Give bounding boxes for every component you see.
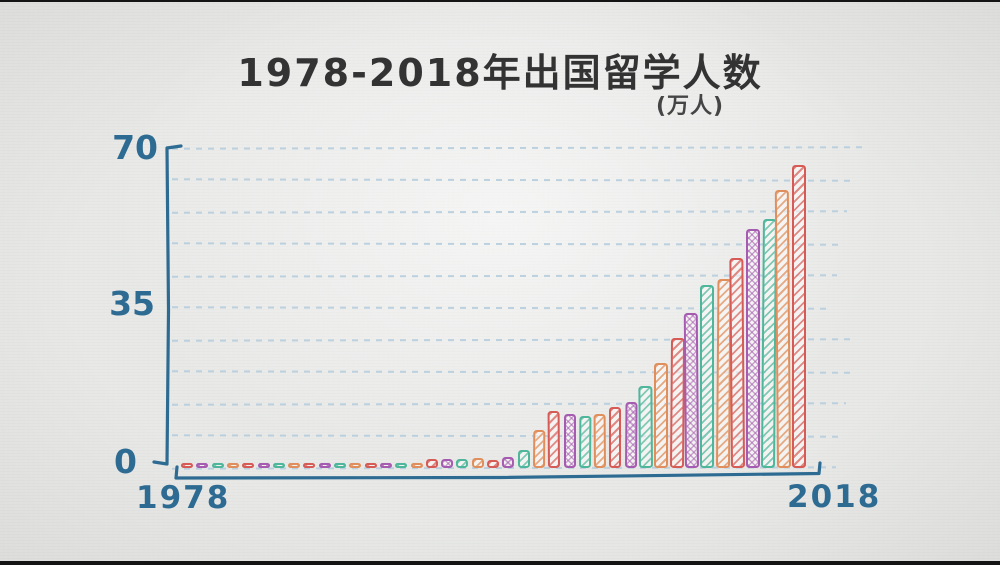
bar-2009 xyxy=(654,363,669,468)
bar-1987 xyxy=(318,462,331,469)
bar-2011 xyxy=(683,312,699,469)
bar-2005 xyxy=(593,413,607,469)
x-axis-tick-2018: 2018 xyxy=(787,479,882,515)
bar-1993 xyxy=(410,462,423,469)
bar-1997 xyxy=(471,457,484,468)
bar-1992 xyxy=(395,462,408,469)
y-axis-tick-70: 70 xyxy=(112,128,158,167)
chart-title: 1978-2018年出国留学人数 xyxy=(237,51,763,95)
bar-2015 xyxy=(746,228,761,468)
bar-1982 xyxy=(242,463,255,468)
bar-2012 xyxy=(700,285,715,468)
bar-2001 xyxy=(532,429,546,469)
bar-2013 xyxy=(715,278,731,469)
bar-2010 xyxy=(669,337,685,469)
bar-2018 xyxy=(792,165,806,468)
chart-unit-label: (万人) xyxy=(656,94,725,119)
x-axis-tick-1978: 1978 xyxy=(136,480,231,516)
bar-1983 xyxy=(257,462,270,469)
bar-1996 xyxy=(456,458,469,469)
bar-1991 xyxy=(379,463,392,468)
bar-2006 xyxy=(609,406,622,468)
bar-1988 xyxy=(334,463,346,468)
bar-2007 xyxy=(624,402,638,469)
gridline xyxy=(171,402,847,406)
bar-1978 xyxy=(180,462,193,469)
letterbox-bottom xyxy=(0,561,1000,565)
gridline xyxy=(171,146,863,150)
bar-2014 xyxy=(729,257,745,469)
bar-1986 xyxy=(303,462,316,469)
y-axis-tick-0: 0 xyxy=(114,442,137,481)
bar-1990 xyxy=(364,462,377,469)
gridline xyxy=(171,210,848,214)
bar-1998 xyxy=(487,459,500,469)
bar-2000 xyxy=(517,450,530,468)
bar-2002 xyxy=(547,410,561,469)
bar-1995 xyxy=(441,458,454,469)
bar-2003 xyxy=(563,414,576,468)
gridline xyxy=(171,178,853,182)
bar-1981 xyxy=(226,462,239,469)
y-axis-line xyxy=(152,144,183,466)
bar-1985 xyxy=(288,463,301,468)
bar-2008 xyxy=(638,385,653,469)
letterbox-top xyxy=(0,0,1000,2)
gridline xyxy=(171,242,843,246)
bar-2004 xyxy=(578,415,592,469)
y-axis-tick-35: 35 xyxy=(109,284,155,323)
bar-1989 xyxy=(349,462,362,469)
bar-1994 xyxy=(425,459,438,468)
bar-1980 xyxy=(211,462,224,469)
bar-1984 xyxy=(272,462,285,469)
bar-1979 xyxy=(196,463,209,468)
bar-1999 xyxy=(502,457,515,469)
bar-2017 xyxy=(774,189,791,469)
